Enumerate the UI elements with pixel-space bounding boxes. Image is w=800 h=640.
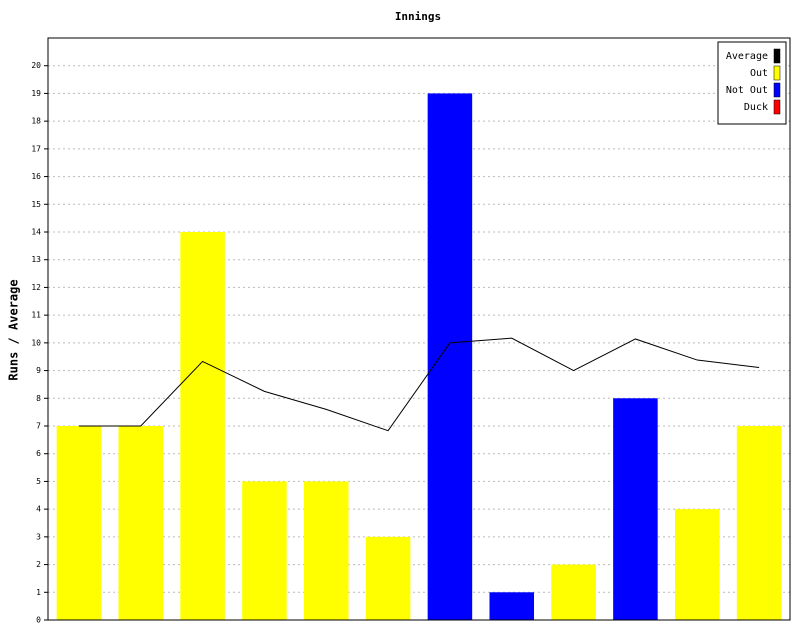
- bar: [303, 481, 349, 620]
- y-tick-label: 3: [36, 532, 41, 541]
- bar: [180, 232, 225, 620]
- chart-title: Innings: [395, 10, 441, 23]
- y-tick-label: 4: [36, 505, 41, 514]
- y-tick-label: 13: [31, 255, 41, 264]
- y-tick-label: 15: [31, 200, 41, 209]
- bar: [427, 93, 473, 620]
- legend-swatch: [773, 48, 781, 64]
- y-tick-label: 9: [36, 366, 41, 375]
- legend-label: Not Out: [726, 85, 768, 96]
- y-tick-label: 20: [31, 61, 41, 70]
- y-tick-label: 17: [31, 144, 41, 153]
- y-tick-label: 8: [36, 394, 41, 403]
- y-tick-label: 2: [36, 560, 41, 569]
- bar: [489, 592, 535, 620]
- legend-swatch: [773, 65, 781, 81]
- y-tick-label: 19: [31, 89, 41, 98]
- bar: [56, 426, 102, 620]
- y-tick-label: 5: [36, 477, 41, 486]
- bar: [613, 398, 658, 620]
- y-tick-label: 18: [31, 117, 41, 126]
- bar: [242, 481, 287, 620]
- bar: [736, 426, 782, 620]
- legend-label: Duck: [744, 102, 768, 113]
- y-tick-label: 7: [36, 422, 41, 431]
- y-tick-label: 6: [36, 449, 41, 458]
- legend-label: Out: [750, 68, 768, 79]
- y-axis-label: Runs / Average: [7, 279, 21, 380]
- line: [78, 337, 760, 432]
- bar: [551, 564, 596, 620]
- bar: [365, 536, 411, 620]
- bar: [674, 509, 720, 620]
- legend-swatch: [773, 99, 781, 115]
- y-tick-label: 12: [31, 283, 41, 292]
- plot-frame: [47, 37, 791, 621]
- y-tick-label: 0: [36, 616, 41, 625]
- y-tick-label: 10: [31, 338, 41, 347]
- y-tick-label: 11: [31, 311, 41, 320]
- legend-swatch: [773, 82, 781, 98]
- y-tick-label: 1: [36, 588, 41, 597]
- y-tick-label: 16: [31, 172, 41, 181]
- y-tick-label: 14: [31, 228, 41, 237]
- legend-label: Average: [726, 51, 768, 62]
- bar: [118, 426, 164, 620]
